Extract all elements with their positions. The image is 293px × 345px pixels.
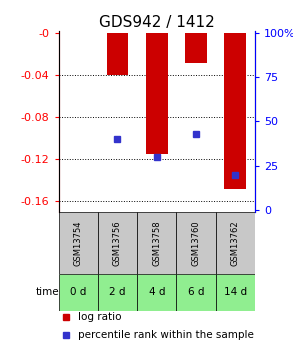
Text: GSM13758: GSM13758 — [152, 220, 161, 266]
Text: 2 d: 2 d — [109, 287, 126, 297]
Bar — [59, 274, 98, 310]
Text: 4 d: 4 d — [149, 287, 165, 297]
Text: 6 d: 6 d — [188, 287, 204, 297]
Bar — [176, 212, 216, 274]
Title: GDS942 / 1412: GDS942 / 1412 — [99, 15, 215, 30]
Bar — [137, 274, 176, 310]
Bar — [146, 33, 168, 154]
Bar — [107, 33, 128, 75]
Bar — [216, 212, 255, 274]
Bar — [98, 212, 137, 274]
Text: GSM13762: GSM13762 — [231, 220, 240, 266]
Text: percentile rank within the sample: percentile rank within the sample — [78, 330, 254, 340]
Bar — [137, 212, 176, 274]
Bar — [176, 274, 216, 310]
Text: GSM13760: GSM13760 — [192, 220, 200, 266]
Text: time: time — [36, 287, 59, 297]
Bar — [216, 274, 255, 310]
Text: GSM13756: GSM13756 — [113, 220, 122, 266]
Bar — [224, 33, 246, 189]
Text: 14 d: 14 d — [224, 287, 247, 297]
Bar — [59, 212, 98, 274]
Text: 0 d: 0 d — [70, 287, 86, 297]
Bar — [185, 33, 207, 62]
Bar — [98, 274, 137, 310]
Text: log ratio: log ratio — [78, 312, 122, 322]
Text: GSM13754: GSM13754 — [74, 220, 83, 266]
